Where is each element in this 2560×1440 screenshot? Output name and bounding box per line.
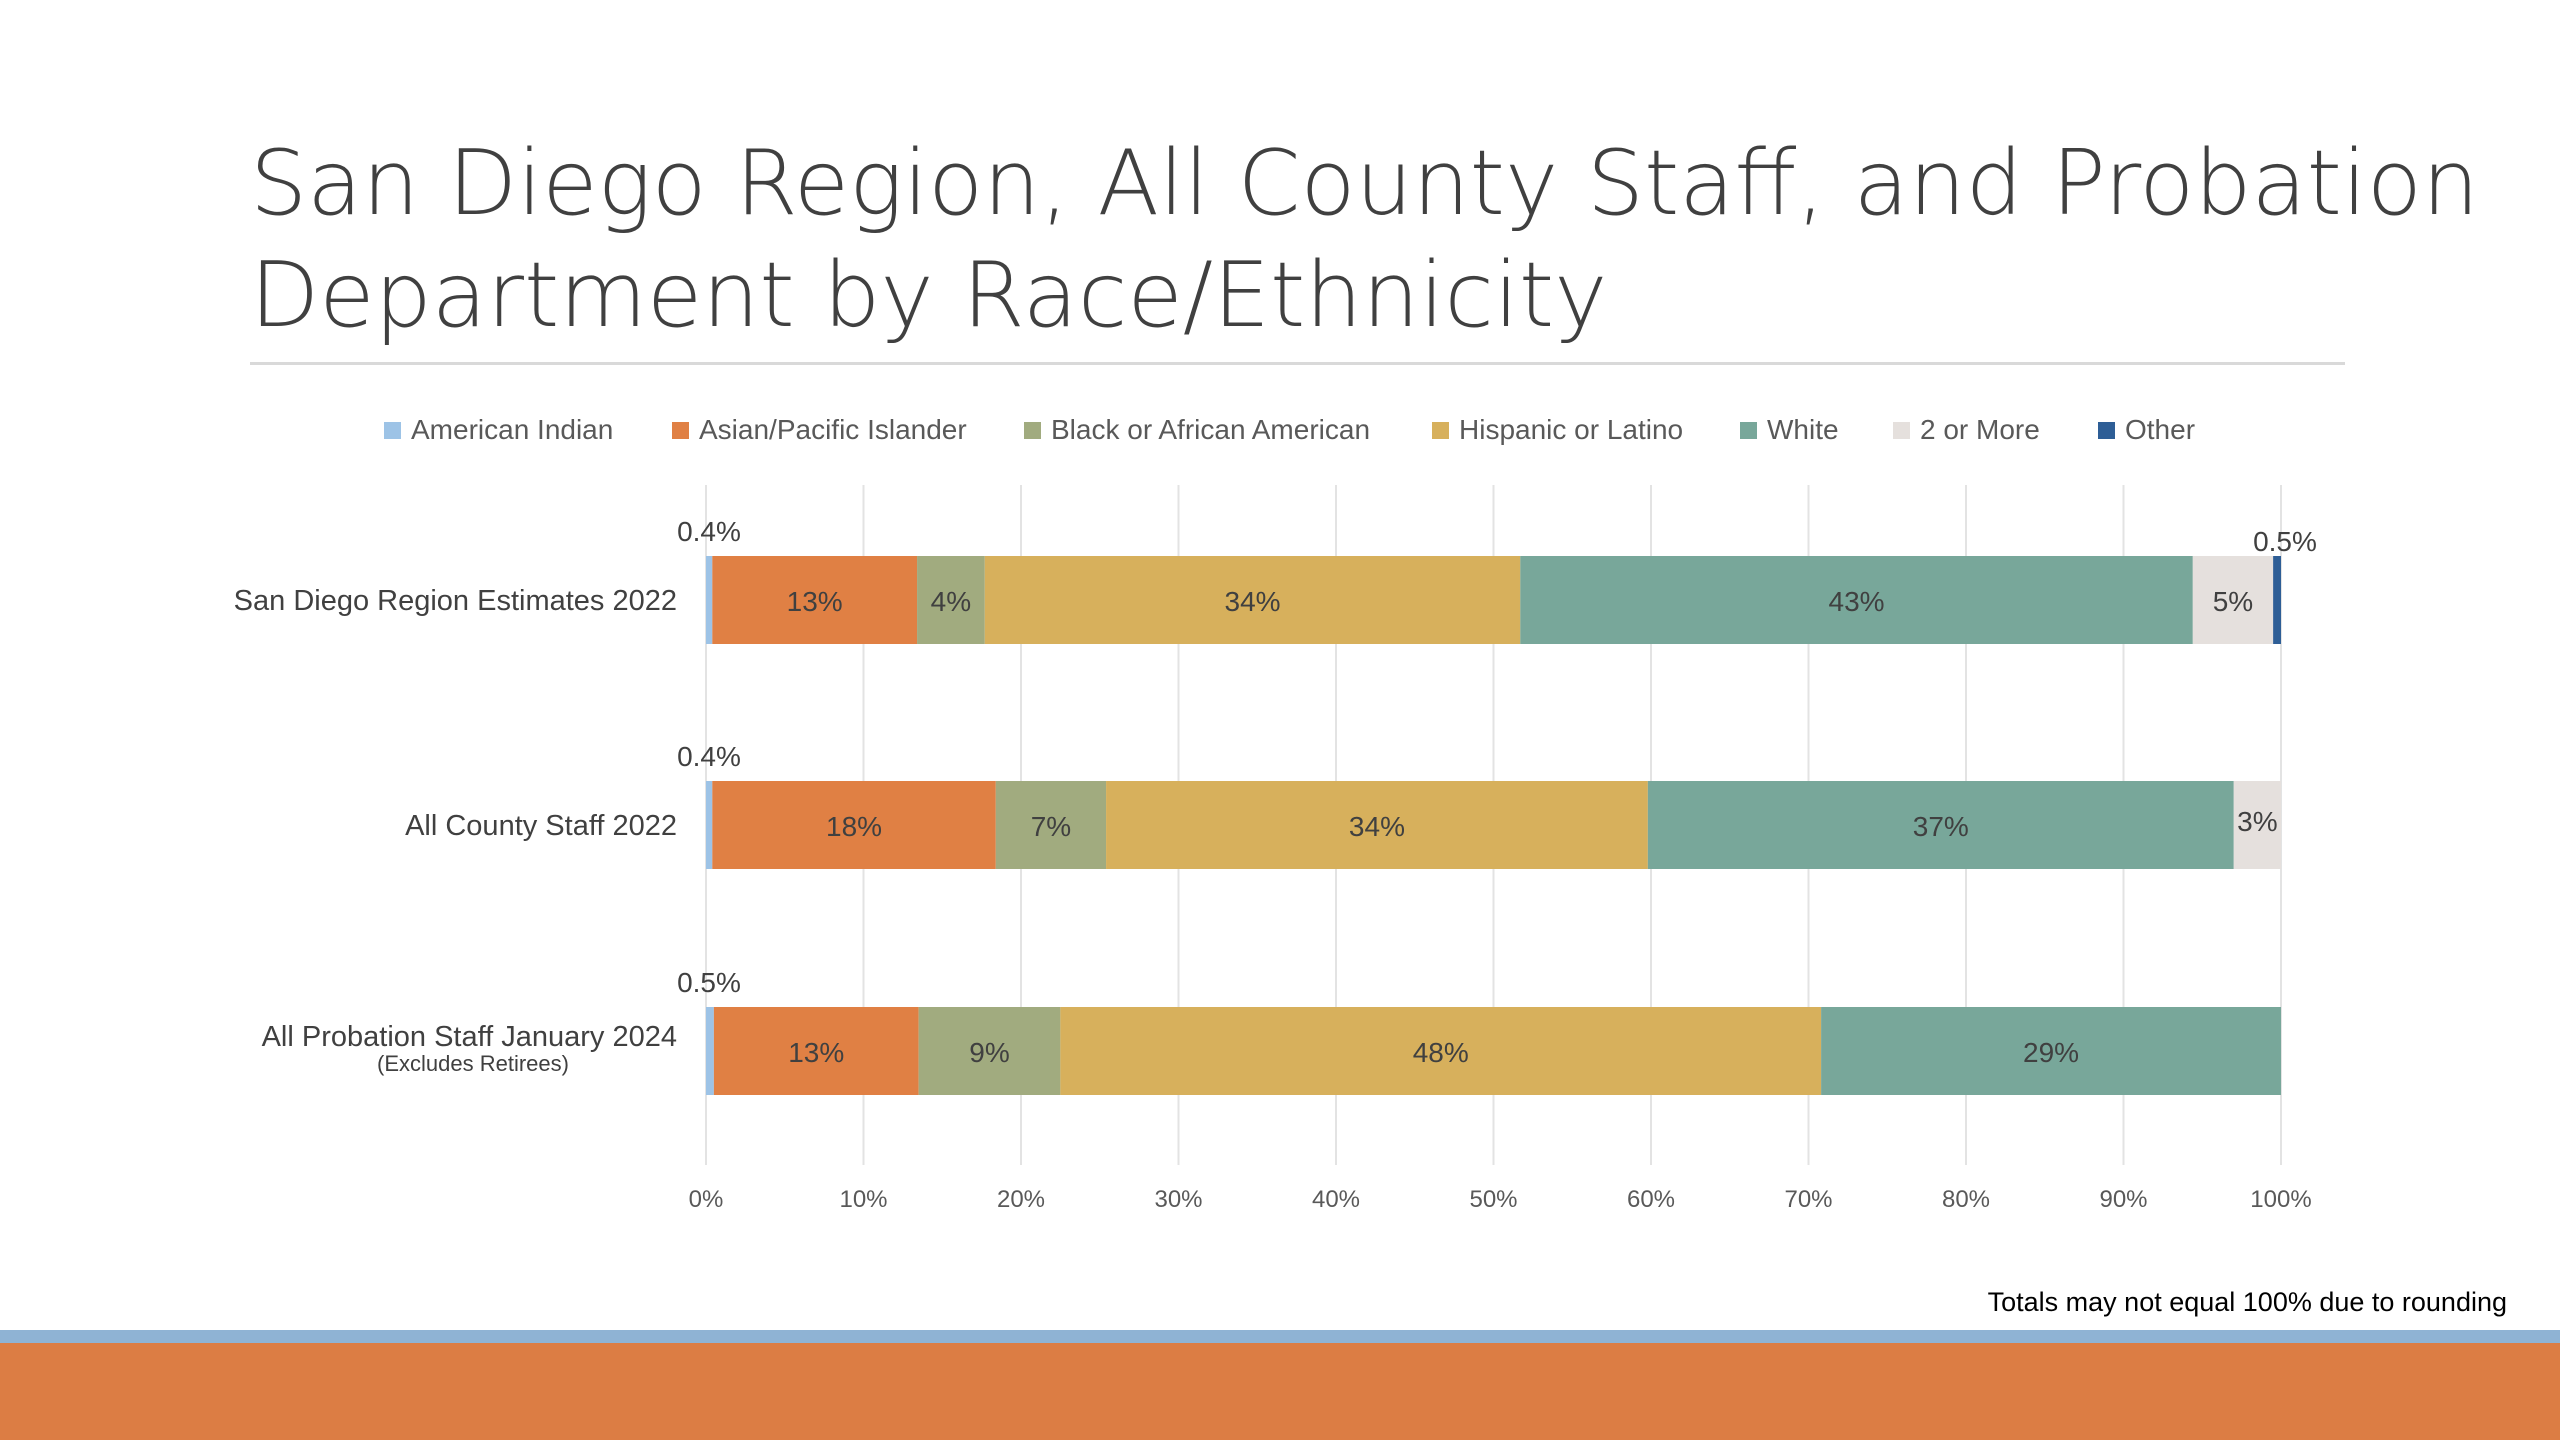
data-label: 9% [969,1037,1009,1068]
legend-item-black-or-african-american: Black or African American [1024,408,1370,452]
x-tick-label: 60% [1627,1186,1675,1213]
data-label: 43% [1829,586,1885,617]
bar-segment-black-or-african-american [917,556,985,644]
data-label: 48% [1413,1037,1469,1068]
legend-swatch [384,421,401,439]
legend-swatch [2098,421,2115,439]
data-label: 0.5% [677,967,741,998]
legend-swatch [672,421,689,439]
x-tick-label: 80% [1942,1186,1990,1213]
category-label: All Probation Staff January 2024 [262,1021,677,1053]
x-tick-label: 70% [1784,1186,1832,1213]
bar-segment-hispanic-or-latino [1060,1007,1822,1095]
chart-legend: American Indian Asian/Pacific Islander Bla… [0,408,2560,452]
bar-segment-hispanic-or-latino [1106,781,1648,869]
footer-band-light [0,1330,2560,1343]
legend-item-other: Other [2098,408,2195,452]
legend-label: Asian/Pacific Islander [699,414,967,445]
bar-segment-american-indian [706,1007,714,1095]
legend-swatch [1740,421,1757,439]
bar-segment-2-or-more [2233,781,2281,869]
bar-segment-black-or-african-american [995,781,1107,869]
slide-title: San Diego Region, All County Staff, and … [250,128,2479,352]
x-tick-label: 100% [2250,1186,2311,1213]
data-label: 0.5% [2253,526,2317,557]
legend-label: White [1767,414,1839,445]
data-label: 3% [2237,806,2277,837]
legend-label: Other [2125,414,2196,445]
legend-label: Hispanic or Latino [1459,414,1684,445]
category-label: San Diego Region Estimates 2022 [234,585,677,617]
slide-title-line-1: San Diego Region, All County Staff, and … [250,131,2479,236]
x-tick-label: 0% [689,1186,724,1213]
data-label: 13% [788,1037,844,1068]
legend-label: Black or African American [1051,414,1371,445]
legend-label: 2 or More [1920,414,2040,445]
x-tick-label: 10% [839,1186,887,1213]
legend-item-2-or-more: 2 or More [1893,408,2040,452]
legend-swatch [1432,421,1449,439]
x-tick-label: 40% [1312,1186,1360,1213]
data-label: 5% [2213,586,2253,617]
data-label: 37% [1913,811,1969,842]
bar-segment-white [1520,556,2193,644]
legend-item-hispanic-or-latino: Hispanic or Latino [1432,408,1683,452]
slide-title-line-2: Department by Race/Ethnicity [250,243,1608,348]
bar-segment-white [1647,781,2234,869]
legend-swatch [1024,421,1041,439]
data-label: 34% [1225,586,1281,617]
data-label: 29% [2023,1037,2079,1068]
data-label: 7% [1031,811,1071,842]
bar-segment-asian-pacific-islander [712,556,918,644]
x-tick-label: 90% [2099,1186,2147,1213]
bar-segment-white [1821,1007,2281,1095]
bar-segment-american-indian [706,781,713,869]
legend-item-american-indian: American Indian [384,408,613,452]
data-label: 0.4% [677,741,741,772]
bar-segment-other [2273,556,2281,644]
legend-swatch [1893,421,1910,439]
bar-segment-black-or-african-american [918,1007,1061,1095]
category-sublabel: (Excludes Retirees) [377,1051,569,1076]
bar-segment-american-indian [706,556,713,644]
data-label: 34% [1349,811,1405,842]
data-label: 4% [931,586,971,617]
x-tick-label: 30% [1154,1186,1202,1213]
footer-band [0,1343,2560,1440]
bar-segment-asian-pacific-islander [713,1007,919,1095]
bar-segment-asian-pacific-islander [712,781,996,869]
x-tick-label: 50% [1469,1186,1517,1213]
legend-label: American Indian [411,414,614,445]
x-tick-label: 20% [997,1186,1045,1213]
stacked-bar-chart: 0% 10% 20% 30% 40% 50% 60% 70% 80% 90% 100% 0.4% 13%… [234,485,2317,1213]
data-label: 13% [787,586,843,617]
data-label: 0.4% [677,516,741,547]
legend-item-asian-pacific-islander: Asian/Pacific Islander [672,408,967,452]
data-label: 18% [826,811,882,842]
legend-item-white: White [1740,408,1839,452]
bar-segment-2-or-more [2192,556,2274,644]
bar-segment-hispanic-or-latino [984,556,1521,644]
title-divider [250,362,2345,365]
rounding-footnote: Totals may not equal 100% due to roundin… [1987,1287,2507,1317]
category-label: All County Staff 2022 [405,810,677,842]
